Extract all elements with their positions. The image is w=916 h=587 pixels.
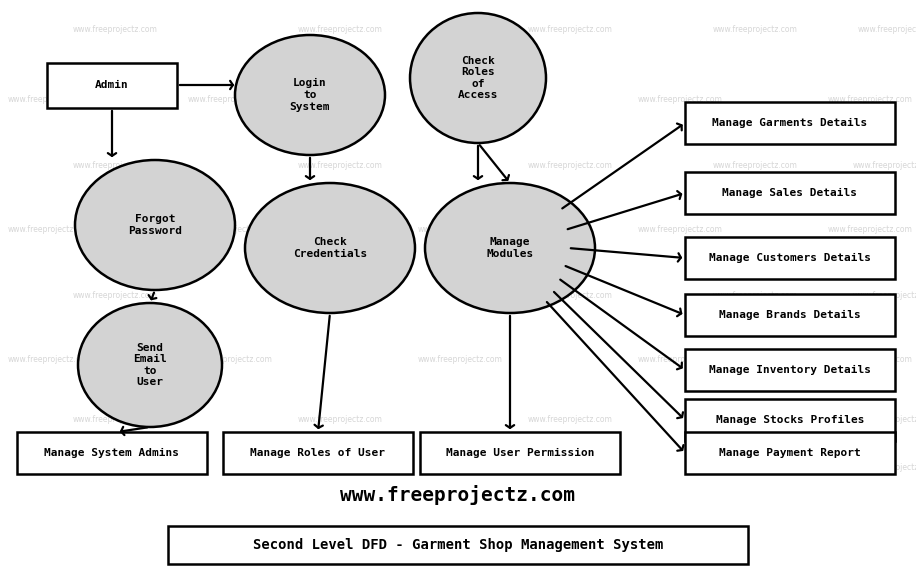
Text: www.freeprojectz.com: www.freeprojectz.com [713, 160, 798, 170]
Ellipse shape [245, 183, 415, 313]
Text: www.freeprojectz.com: www.freeprojectz.com [713, 464, 798, 473]
Text: www.freeprojectz.com: www.freeprojectz.com [638, 225, 723, 234]
Ellipse shape [78, 303, 222, 427]
Text: Forgot
Password: Forgot Password [128, 214, 182, 236]
FancyBboxPatch shape [685, 102, 895, 144]
Text: www.freeprojectz.com: www.freeprojectz.com [857, 25, 916, 35]
Text: Second Level DFD - Garment Shop Management System: Second Level DFD - Garment Shop Manageme… [253, 538, 663, 552]
Text: www.freeprojectz.com: www.freeprojectz.com [7, 225, 93, 234]
Text: www.freeprojectz.com: www.freeprojectz.com [827, 225, 912, 234]
Text: www.freeprojectz.com: www.freeprojectz.com [853, 160, 916, 170]
Text: www.freeprojectz.com: www.freeprojectz.com [72, 416, 158, 424]
Text: Manage Garments Details: Manage Garments Details [713, 118, 867, 128]
Text: Send
Email
to
User: Send Email to User [133, 343, 167, 387]
Text: www.freeprojectz.com: www.freeprojectz.com [418, 225, 503, 234]
Text: www.freeprojectz.com: www.freeprojectz.com [528, 416, 613, 424]
FancyBboxPatch shape [47, 62, 177, 107]
Text: www.freeprojectz.com: www.freeprojectz.com [827, 356, 912, 365]
Text: www.freeprojectz.com: www.freeprojectz.com [72, 25, 158, 35]
Text: Manage Brands Details: Manage Brands Details [719, 310, 861, 320]
FancyBboxPatch shape [168, 526, 748, 564]
Text: Manage System Admins: Manage System Admins [45, 448, 180, 458]
FancyBboxPatch shape [685, 432, 895, 474]
Text: www.freeprojectz.com: www.freeprojectz.com [853, 464, 916, 473]
Text: www.freeprojectz.com: www.freeprojectz.com [418, 356, 503, 365]
Text: www.freeprojectz.com: www.freeprojectz.com [418, 96, 503, 104]
Text: www.freeprojectz.com: www.freeprojectz.com [188, 96, 272, 104]
Text: Manage Sales Details: Manage Sales Details [723, 188, 857, 198]
Text: www.freeprojectz.com: www.freeprojectz.com [298, 464, 383, 473]
FancyBboxPatch shape [17, 432, 207, 474]
Text: www.freeprojectz.com: www.freeprojectz.com [713, 416, 798, 424]
Text: www.freeprojectz.com: www.freeprojectz.com [853, 291, 916, 299]
Text: Login
to
System: Login to System [289, 79, 331, 112]
Text: Check
Roles
of
Access: Check Roles of Access [458, 56, 498, 100]
FancyBboxPatch shape [685, 349, 895, 391]
Ellipse shape [410, 13, 546, 143]
Text: www.freeprojectz.com: www.freeprojectz.com [528, 160, 613, 170]
Text: Manage Roles of User: Manage Roles of User [250, 448, 386, 458]
Text: www.freeprojectz.com: www.freeprojectz.com [72, 291, 158, 299]
Text: www.freeprojectz.com: www.freeprojectz.com [853, 416, 916, 424]
Text: www.freeprojectz.com: www.freeprojectz.com [528, 464, 613, 473]
Ellipse shape [75, 160, 235, 290]
Text: www.freeprojectz.com: www.freeprojectz.com [188, 356, 272, 365]
FancyBboxPatch shape [420, 432, 620, 474]
Text: www.freeprojectz.com: www.freeprojectz.com [528, 291, 613, 299]
Text: Manage Customers Details: Manage Customers Details [709, 253, 871, 263]
Ellipse shape [425, 183, 595, 313]
FancyBboxPatch shape [685, 399, 895, 441]
Text: www.freeprojectz.com: www.freeprojectz.com [713, 25, 798, 35]
Text: www.freeprojectz.com: www.freeprojectz.com [7, 356, 93, 365]
FancyBboxPatch shape [685, 237, 895, 279]
Text: www.freeprojectz.com: www.freeprojectz.com [298, 25, 383, 35]
Text: www.freeprojectz.com: www.freeprojectz.com [528, 25, 613, 35]
Text: www.freeprojectz.com: www.freeprojectz.com [188, 225, 272, 234]
Ellipse shape [235, 35, 385, 155]
FancyBboxPatch shape [223, 432, 413, 474]
FancyBboxPatch shape [685, 172, 895, 214]
Text: Manage Payment Report: Manage Payment Report [719, 448, 861, 458]
Text: Admin: Admin [95, 80, 129, 90]
Text: www.freeprojectz.com: www.freeprojectz.com [713, 291, 798, 299]
Text: Manage Stocks Profiles: Manage Stocks Profiles [715, 415, 865, 425]
FancyBboxPatch shape [685, 294, 895, 336]
Text: www.freeprojectz.com: www.freeprojectz.com [72, 160, 158, 170]
Text: www.freeprojectz.com: www.freeprojectz.com [7, 96, 93, 104]
Text: www.freeprojectz.com: www.freeprojectz.com [638, 96, 723, 104]
Text: www.freeprojectz.com: www.freeprojectz.com [827, 96, 912, 104]
Text: Check
Credentials: Check Credentials [293, 237, 367, 259]
Text: www.freeprojectz.com: www.freeprojectz.com [341, 485, 575, 505]
Text: www.freeprojectz.com: www.freeprojectz.com [298, 160, 383, 170]
Text: www.freeprojectz.com: www.freeprojectz.com [298, 416, 383, 424]
Text: Manage User Permission: Manage User Permission [446, 448, 594, 458]
Text: www.freeprojectz.com: www.freeprojectz.com [72, 464, 158, 473]
Text: www.freeprojectz.com: www.freeprojectz.com [638, 356, 723, 365]
Text: Manage Inventory Details: Manage Inventory Details [709, 365, 871, 375]
Text: www.freeprojectz.com: www.freeprojectz.com [298, 291, 383, 299]
Text: Manage
Modules: Manage Modules [486, 237, 534, 259]
